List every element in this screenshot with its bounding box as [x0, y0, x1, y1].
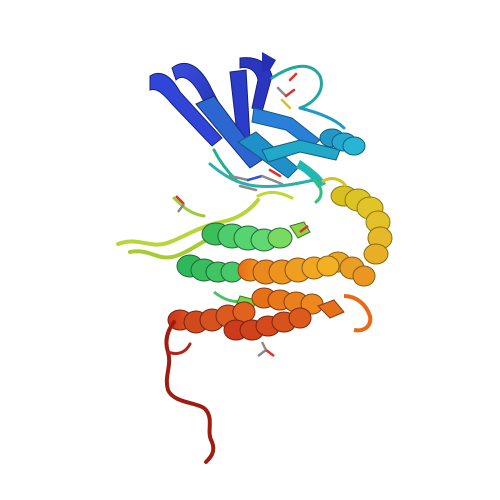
ligand-c-lobe-site: [257, 225, 309, 357]
c-lobe-helix-d: [201, 222, 293, 252]
n-lobe-alpha-c-helix: [296, 128, 366, 188]
c-lobe-helix-e: [176, 254, 244, 283]
c-lobe-helix-i: [251, 287, 373, 333]
ligand-surface-site: [175, 195, 185, 213]
c-lobe-helix-h: [237, 255, 340, 285]
c-lobe-helix-k: [223, 307, 312, 341]
c-lobe-helix-g: [325, 251, 376, 287]
ligand-atp-site: [228, 72, 298, 192]
c-terminal-tail: [164, 320, 216, 464]
n-lobe-beta-sheet: [149, 52, 341, 179]
c-lobe-helix-f: [321, 177, 393, 265]
